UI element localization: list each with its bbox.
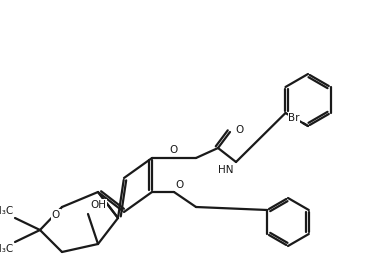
Text: H₃C: H₃C — [0, 206, 13, 216]
Text: O: O — [175, 180, 183, 190]
Text: O: O — [170, 145, 178, 155]
Text: H₃C: H₃C — [0, 244, 13, 254]
Text: O: O — [235, 125, 243, 135]
Text: HN: HN — [218, 165, 234, 175]
Text: Br: Br — [288, 113, 300, 123]
Text: OH: OH — [90, 200, 106, 210]
Text: O: O — [52, 210, 60, 220]
